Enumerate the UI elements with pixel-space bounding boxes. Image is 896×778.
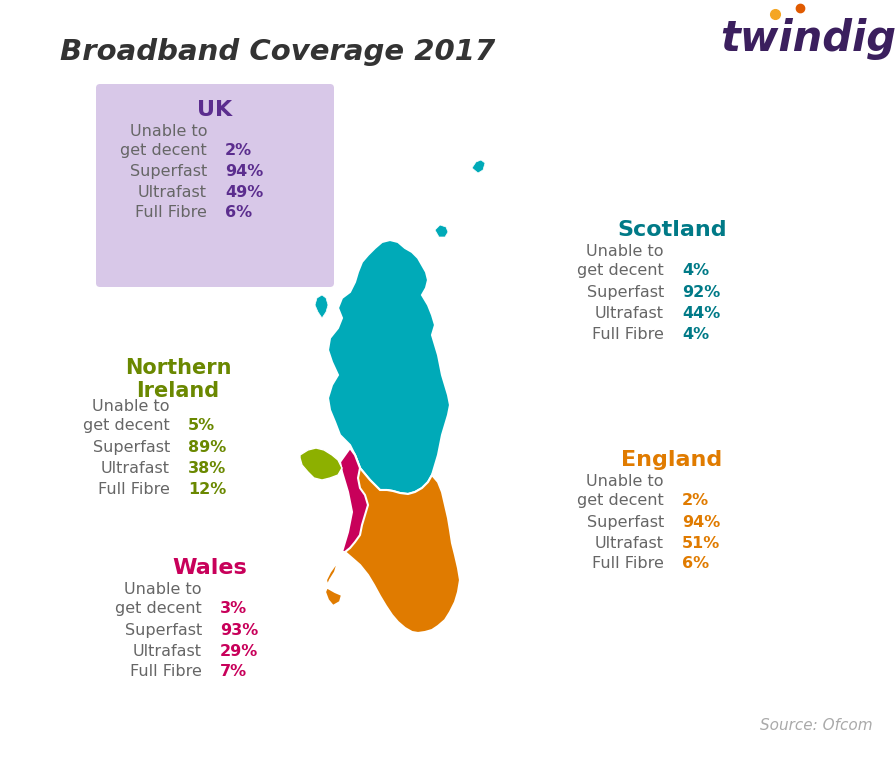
Text: Unable to: Unable to	[587, 244, 664, 259]
Text: Source: Ofcom: Source: Ofcom	[760, 718, 873, 733]
Text: 4%: 4%	[682, 327, 709, 342]
Text: Superfast: Superfast	[125, 622, 202, 638]
Text: 12%: 12%	[188, 482, 227, 496]
Text: Northern
Ireland: Northern Ireland	[125, 358, 231, 401]
Text: England: England	[621, 450, 723, 470]
Text: Scotland: Scotland	[617, 220, 727, 240]
Text: 89%: 89%	[188, 440, 227, 454]
Text: 92%: 92%	[682, 285, 720, 300]
Text: Superfast: Superfast	[130, 164, 207, 179]
Text: Superfast: Superfast	[587, 515, 664, 530]
Text: get decent: get decent	[577, 263, 664, 278]
Text: 44%: 44%	[682, 306, 720, 321]
Text: Broadband Coverage 2017: Broadband Coverage 2017	[60, 38, 495, 66]
Text: Unable to: Unable to	[92, 399, 170, 414]
Text: Full Fibre: Full Fibre	[592, 556, 664, 572]
Text: 49%: 49%	[225, 184, 263, 199]
Text: Full Fibre: Full Fibre	[592, 327, 664, 342]
Polygon shape	[435, 225, 448, 237]
Text: twindig: twindig	[720, 18, 896, 60]
Text: get decent: get decent	[83, 418, 170, 433]
Text: 94%: 94%	[682, 515, 720, 530]
Text: Superfast: Superfast	[93, 440, 170, 454]
Text: 4%: 4%	[682, 263, 709, 278]
Text: Ultrafast: Ultrafast	[133, 643, 202, 659]
Text: Ultrafast: Ultrafast	[595, 306, 664, 321]
Text: get decent: get decent	[577, 492, 664, 508]
Text: 7%: 7%	[220, 664, 247, 679]
Text: Unable to: Unable to	[125, 582, 202, 597]
Text: get decent: get decent	[116, 601, 202, 615]
Text: Wales: Wales	[173, 558, 247, 578]
Polygon shape	[340, 448, 368, 552]
Text: 3%: 3%	[220, 601, 247, 615]
Polygon shape	[325, 448, 460, 633]
Text: Ultrafast: Ultrafast	[138, 184, 207, 199]
Polygon shape	[328, 240, 450, 494]
Text: 93%: 93%	[220, 622, 258, 638]
Text: Ultrafast: Ultrafast	[595, 535, 664, 551]
Text: Full Fibre: Full Fibre	[130, 664, 202, 679]
Text: 29%: 29%	[220, 643, 258, 659]
Text: 6%: 6%	[682, 556, 709, 572]
Text: Unable to: Unable to	[587, 474, 664, 489]
Text: 6%: 6%	[225, 205, 252, 220]
Text: Unable to: Unable to	[130, 124, 207, 139]
Text: 2%: 2%	[682, 492, 709, 508]
Text: 51%: 51%	[682, 535, 720, 551]
Text: 38%: 38%	[188, 461, 227, 475]
Text: Full Fibre: Full Fibre	[99, 482, 170, 496]
Text: UK: UK	[197, 100, 233, 120]
Text: Full Fibre: Full Fibre	[135, 205, 207, 220]
Polygon shape	[315, 295, 328, 318]
FancyBboxPatch shape	[96, 84, 334, 287]
Text: Ultrafast: Ultrafast	[101, 461, 170, 475]
Text: 5%: 5%	[188, 418, 215, 433]
Text: 2%: 2%	[225, 143, 252, 159]
Polygon shape	[472, 160, 485, 173]
Text: get decent: get decent	[120, 143, 207, 159]
Text: 94%: 94%	[225, 164, 263, 179]
Polygon shape	[300, 448, 342, 480]
Text: Superfast: Superfast	[587, 285, 664, 300]
